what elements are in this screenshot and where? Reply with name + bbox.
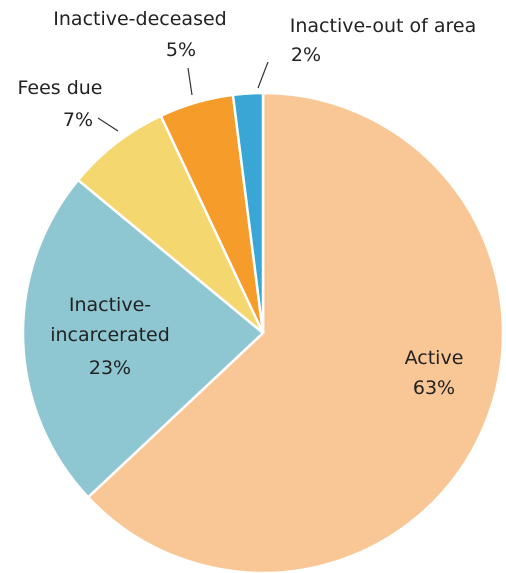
value-label: 7% <box>62 109 94 131</box>
leader-line <box>257 61 269 89</box>
pie-slice <box>21 178 265 500</box>
slice-label: Inactive-out of area <box>289 15 477 37</box>
value-label: 63% <box>412 377 456 399</box>
leader-line <box>97 117 119 132</box>
slice-label: Active <box>404 347 464 369</box>
value-label: 2% <box>290 44 322 66</box>
slice-label: Fees due <box>17 77 103 99</box>
slice-label: Inactive-deceased <box>53 8 227 30</box>
value-label: 5% <box>165 39 197 61</box>
pie-slice <box>76 114 265 334</box>
slice-label: Inactive-incarcerated <box>50 294 170 346</box>
pie-slice <box>231 91 265 334</box>
value-label: 23% <box>88 357 132 379</box>
leader-line <box>187 67 193 96</box>
pie-slice <box>86 91 505 573</box>
